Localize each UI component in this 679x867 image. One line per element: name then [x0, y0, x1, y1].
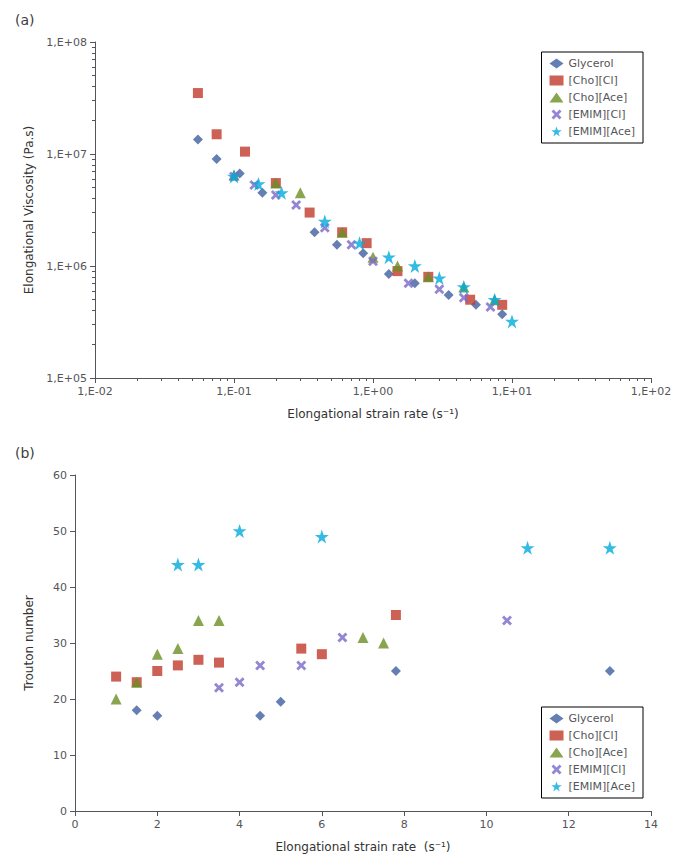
svg-text:[Cho][Cl]: [Cho][Cl]: [569, 729, 618, 742]
svg-text:2: 2: [154, 818, 161, 831]
svg-text:Elongational strain rate (s⁻¹): Elongational strain rate (s⁻¹): [287, 407, 458, 421]
svg-text:1,E-02: 1,E-02: [77, 385, 112, 398]
svg-text:Glycerol: Glycerol: [569, 712, 614, 725]
svg-text:12: 12: [562, 818, 576, 831]
svg-text:60: 60: [53, 469, 67, 482]
svg-text:[EMIM][Ace]: [EMIM][Ace]: [569, 780, 636, 793]
svg-text:40: 40: [53, 581, 67, 594]
svg-text:1,E+02: 1,E+02: [631, 385, 672, 398]
svg-text:1,E+00: 1,E+00: [353, 385, 394, 398]
svg-text:1,E+07: 1,E+07: [46, 148, 87, 161]
svg-text:1,E+08: 1,E+08: [46, 36, 87, 49]
svg-text:8: 8: [401, 818, 408, 831]
svg-text:Trouton number: Trouton number: [22, 595, 36, 692]
svg-text:30: 30: [53, 637, 67, 650]
svg-text:6: 6: [318, 818, 325, 831]
svg-text:50: 50: [53, 525, 67, 538]
svg-text:14: 14: [644, 818, 658, 831]
svg-text:[Cho][Ace]: [Cho][Ace]: [569, 746, 628, 759]
svg-text:10: 10: [479, 818, 493, 831]
svg-text:10: 10: [53, 749, 67, 762]
svg-text:Glycerol: Glycerol: [569, 57, 614, 70]
svg-text:1,E-01: 1,E-01: [216, 385, 251, 398]
svg-text:1,E+01: 1,E+01: [492, 385, 533, 398]
svg-text:(b): (b): [15, 445, 35, 461]
svg-text:[EMIM][Cl]: [EMIM][Cl]: [569, 108, 626, 121]
svg-text:20: 20: [53, 693, 67, 706]
svg-text:0: 0: [60, 805, 67, 818]
svg-text:4: 4: [236, 818, 243, 831]
svg-text:[Cho][Cl]: [Cho][Cl]: [569, 74, 618, 87]
svg-text:Elongational strain rate (s⁻¹: Elongational strain rate (s⁻¹): [275, 840, 450, 854]
svg-text:0: 0: [72, 818, 79, 831]
svg-text:[EMIM][Cl]: [EMIM][Cl]: [569, 763, 626, 776]
svg-text:[Cho][Ace]: [Cho][Ace]: [569, 91, 628, 104]
svg-text:(a): (a): [15, 12, 35, 28]
svg-text:[EMIM][Ace]: [EMIM][Ace]: [569, 125, 636, 138]
svg-text:Elongational Viscosity (Pa.s): Elongational Viscosity (Pa.s): [22, 126, 36, 294]
svg-text:1,E+06: 1,E+06: [46, 260, 87, 273]
svg-text:1,E+05: 1,E+05: [46, 372, 87, 385]
